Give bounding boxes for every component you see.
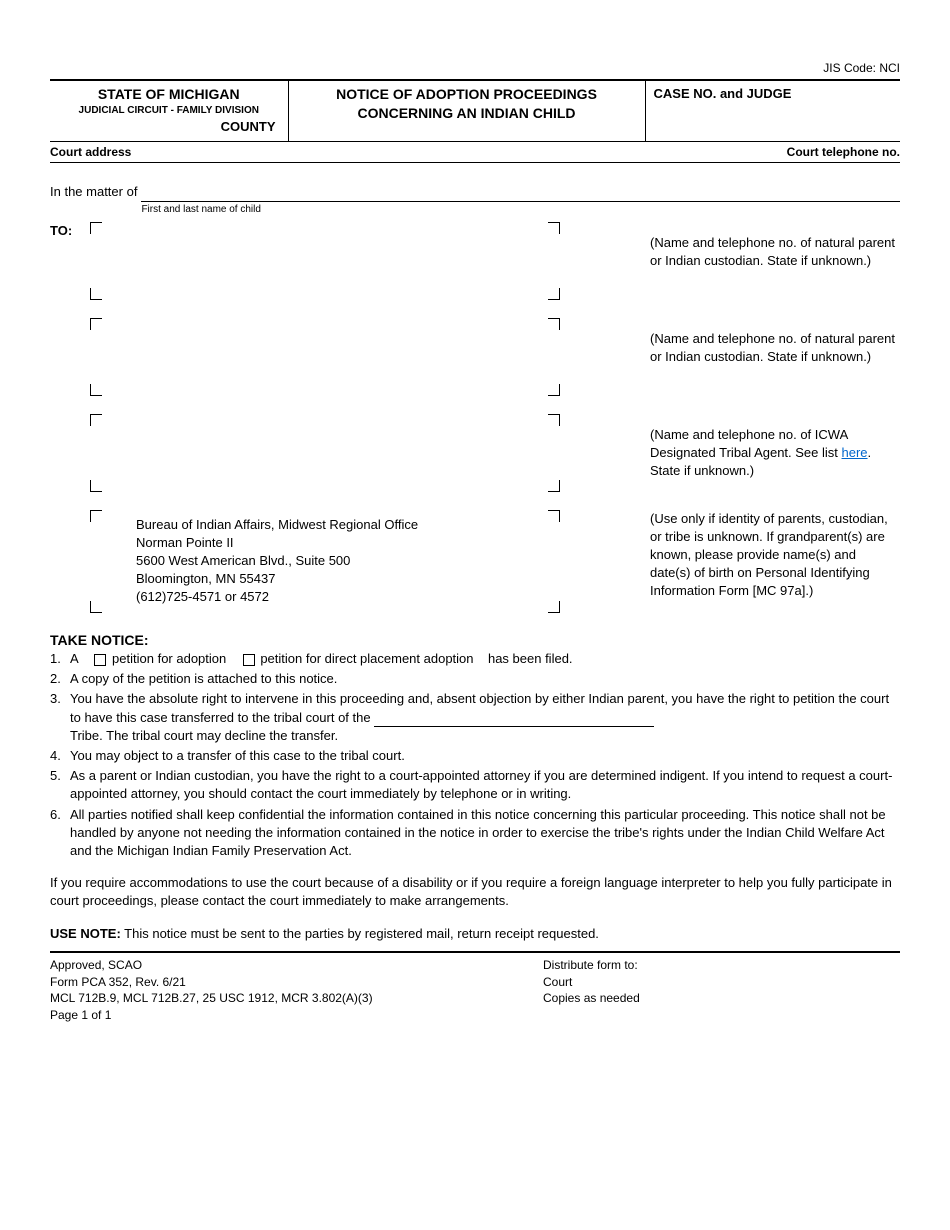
court-address-label: Court address (50, 144, 131, 161)
notice-1-opt2: petition for direct placement adoption (260, 651, 473, 666)
notice-item-2: A copy of the petition is attached to th… (50, 670, 900, 688)
matter-label: In the matter of (50, 183, 141, 201)
recipient-box-2[interactable] (90, 318, 560, 396)
county-label: COUNTY (58, 118, 280, 136)
notice-1-prefix: A (70, 651, 78, 666)
recipient-row-1: TO: (Name and telephone no. of natural p… (50, 222, 900, 300)
bia-line2: Norman Pointe II (136, 534, 514, 552)
notice-1-suffix: has been filed. (488, 651, 573, 666)
header-left-cell: STATE OF MICHIGAN JUDICIAL CIRCUIT - FAM… (50, 80, 288, 141)
footer-right: Distribute form to: Court Copies as need… (543, 957, 900, 1024)
use-note-text: This notice must be sent to the parties … (121, 926, 599, 941)
use-note: USE NOTE: This notice must be sent to th… (50, 925, 900, 943)
recipient-box-1[interactable] (90, 222, 560, 300)
notice-item-6: All parties notified shall keep confiden… (50, 806, 900, 861)
footer-distribute-label: Distribute form to: (543, 957, 900, 974)
header-center-cell: NOTICE OF ADOPTION PROCEEDINGS CONCERNIN… (288, 80, 645, 141)
take-notice-section: TAKE NOTICE: A petition for adoption pet… (50, 631, 900, 861)
recipient-desc-3: (Name and telephone no. of ICWA Designat… (560, 414, 900, 492)
recipient-desc-2: (Name and telephone no. of natural paren… (560, 318, 900, 396)
footer-form: Form PCA 352, Rev. 6/21 (50, 974, 543, 991)
form-title-line2: CONCERNING AN INDIAN CHILD (297, 104, 637, 124)
footer-left: Approved, SCAO Form PCA 352, Rev. 6/21 M… (50, 957, 543, 1024)
footer-page: Page 1 of 1 (50, 1007, 543, 1024)
recipient-row-2: (Name and telephone no. of natural paren… (90, 318, 900, 396)
header-table: STATE OF MICHIGAN JUDICIAL CIRCUIT - FAM… (50, 79, 900, 142)
icwa-list-link[interactable]: here (842, 445, 868, 460)
take-notice-title: TAKE NOTICE: (50, 631, 900, 651)
notice-item-3: You have the absolute right to intervene… (50, 690, 900, 745)
matter-input-line[interactable]: First and last name of child (141, 201, 900, 202)
bia-address: Bureau of Indian Affairs, Midwest Region… (90, 510, 560, 613)
form-title-line1: NOTICE OF ADOPTION PROCEEDINGS (297, 85, 637, 105)
recipient-row-4: Bureau of Indian Affairs, Midwest Region… (90, 510, 900, 613)
footer-distribute-2: Copies as needed (543, 990, 900, 1007)
court-name: JUDICIAL CIRCUIT - FAMILY DIVISION (58, 104, 280, 118)
footer: Approved, SCAO Form PCA 352, Rev. 6/21 M… (50, 951, 900, 1024)
recipient-box-3[interactable] (90, 414, 560, 492)
matter-sublabel: First and last name of child (141, 203, 261, 217)
footer-cite: MCL 712B.9, MCL 712B.27, 25 USC 1912, MC… (50, 990, 543, 1007)
use-note-label: USE NOTE: (50, 926, 121, 941)
to-label: TO: (50, 222, 90, 300)
court-info-row: Court address Court telephone no. (50, 142, 900, 164)
jis-code: JIS Code: NCI (50, 60, 900, 77)
notice-1-opt1: petition for adoption (112, 651, 226, 666)
footer-distribute-1: Court (543, 974, 900, 991)
recipient-desc-3-prefix: (Name and telephone no. of ICWA Designat… (650, 427, 848, 460)
bia-line3: 5600 West American Blvd., Suite 500 (136, 552, 514, 570)
accommodations-text: If you require accommodations to use the… (50, 874, 900, 910)
bia-line4: Bloomington, MN 55437 (136, 570, 514, 588)
checkbox-petition-adoption[interactable] (94, 654, 106, 666)
notice-list: A petition for adoption petition for dir… (50, 650, 900, 860)
bia-line5: (612)725-4571 or 4572 (136, 588, 514, 606)
notice-3-part1: You have the absolute right to intervene… (70, 691, 889, 724)
recipient-desc-1: (Name and telephone no. of natural paren… (560, 222, 900, 300)
matter-row: In the matter of First and last name of … (50, 183, 900, 201)
tribe-input-line[interactable] (374, 726, 654, 727)
recipient-box-4: Bureau of Indian Affairs, Midwest Region… (90, 510, 560, 613)
case-no-label: CASE NO. and JUDGE (654, 85, 893, 103)
recipient-row-3: (Name and telephone no. of ICWA Designat… (90, 414, 900, 492)
recipient-desc-4: (Use only if identity of parents, custod… (560, 510, 900, 613)
to-section: TO: (Name and telephone no. of natural p… (50, 222, 900, 613)
notice-3-part2: Tribe. The tribal court may decline the … (70, 728, 338, 743)
footer-approved: Approved, SCAO (50, 957, 543, 974)
notice-item-5: As a parent or Indian custodian, you hav… (50, 767, 900, 803)
notice-item-4: You may object to a transfer of this cas… (50, 747, 900, 765)
bia-line1: Bureau of Indian Affairs, Midwest Region… (136, 516, 514, 534)
header-right-cell: CASE NO. and JUDGE (645, 80, 900, 141)
notice-item-1: A petition for adoption petition for dir… (50, 650, 900, 668)
checkbox-direct-placement[interactable] (243, 654, 255, 666)
court-phone-label: Court telephone no. (787, 144, 900, 161)
state-name: STATE OF MICHIGAN (58, 85, 280, 105)
